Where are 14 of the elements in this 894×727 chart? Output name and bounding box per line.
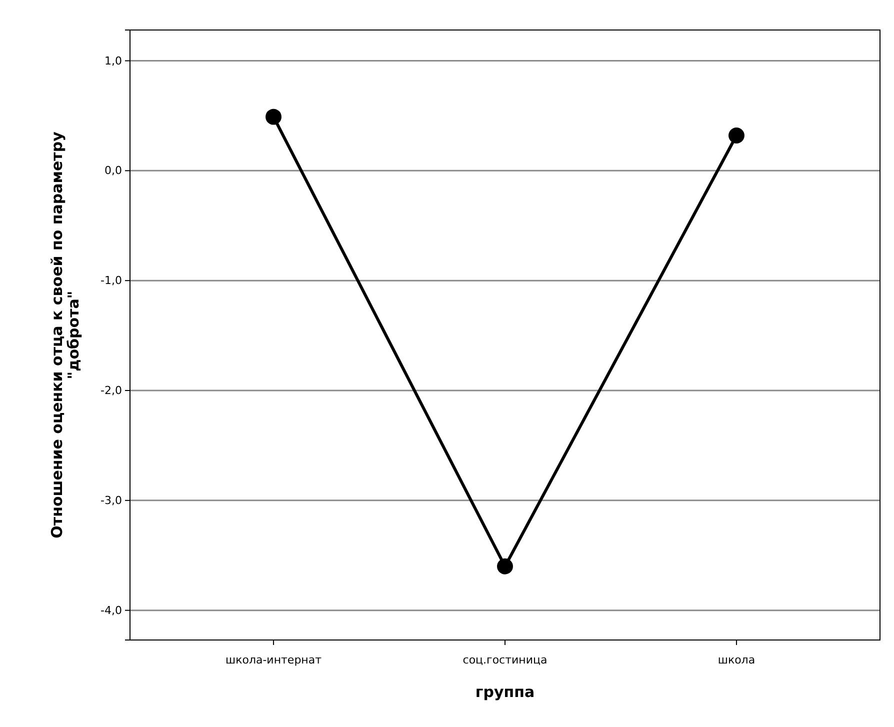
point <box>266 108 282 125</box>
y-tick-label: 0,0 <box>104 164 122 178</box>
y-tick-label: -3,0 <box>100 494 122 507</box>
x-tick-label: школа-интернат <box>226 653 322 666</box>
x-tick-label: соц.гостиница <box>462 653 548 666</box>
y-tick-label: 1,0 <box>104 54 122 68</box>
y-tick-label: -2,0 <box>100 384 122 398</box>
y-tick-label: -1,0 <box>100 274 122 288</box>
y-axis-title: Отношение оценки отца к своей по параметру "доброта" <box>48 131 82 538</box>
point <box>728 128 744 144</box>
x-tick-label: школа <box>718 653 756 666</box>
x-axis-title: группа <box>475 683 535 701</box>
y-tick-label: -4,0 <box>100 604 122 617</box>
point <box>497 558 513 574</box>
